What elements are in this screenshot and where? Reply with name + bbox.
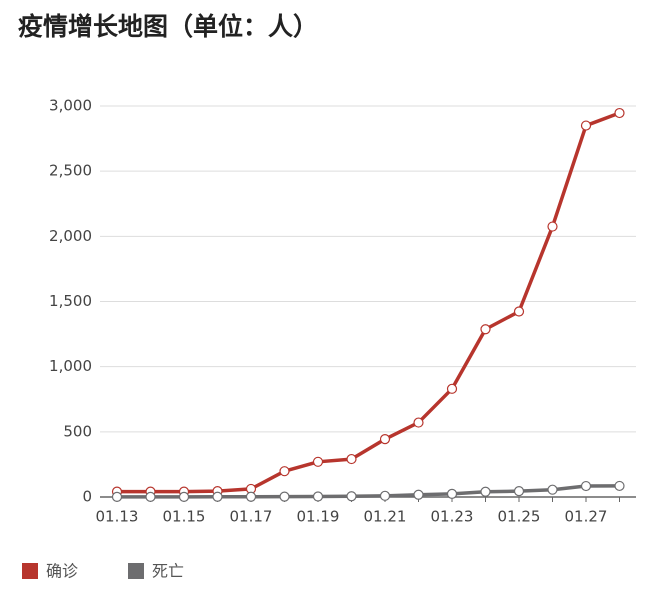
point <box>614 107 625 119</box>
point <box>279 466 290 477</box>
y-tick-label: 2,000 <box>49 227 92 245</box>
point <box>346 491 357 502</box>
point <box>513 486 525 497</box>
point <box>279 491 290 502</box>
point <box>245 491 257 502</box>
point <box>145 491 156 502</box>
point <box>547 484 558 495</box>
point <box>547 221 558 232</box>
point <box>580 480 592 492</box>
point <box>379 490 391 501</box>
point <box>413 417 424 428</box>
x-tick-label: 01.21 <box>364 508 407 526</box>
point <box>446 488 458 499</box>
point <box>312 456 324 467</box>
point <box>312 491 324 502</box>
point <box>346 453 357 465</box>
legend-swatch <box>22 563 38 579</box>
point <box>212 491 223 502</box>
point <box>614 480 625 492</box>
legend-label: 死亡 <box>152 562 184 581</box>
y-tick-label: 3,000 <box>49 97 92 115</box>
y-tick-label: 500 <box>63 422 92 440</box>
point <box>413 489 424 500</box>
x-tick-label: 01.13 <box>96 508 139 526</box>
legend-swatch <box>128 563 144 579</box>
y-tick-label: 1,500 <box>49 292 92 310</box>
series-line <box>117 484 620 499</box>
point <box>446 383 458 394</box>
y-tick-label: 0 <box>82 488 92 506</box>
point <box>480 324 491 335</box>
point <box>480 486 491 497</box>
point <box>111 491 123 502</box>
x-tick-label: 01.23 <box>431 508 474 526</box>
point <box>580 120 592 131</box>
x-tick-label: 01.15 <box>163 508 206 526</box>
chart-title: 疫情增长地图（单位：人） <box>18 12 318 41</box>
legend-label: 确诊 <box>46 562 78 581</box>
point <box>379 434 391 445</box>
point <box>178 491 190 502</box>
x-tick-label: 01.27 <box>565 508 608 526</box>
y-tick-label: 1,000 <box>49 357 92 375</box>
series-line <box>117 111 621 494</box>
point <box>513 306 525 317</box>
y-tick-label: 2,500 <box>49 162 92 180</box>
x-tick-label: 01.25 <box>498 508 541 526</box>
x-tick-label: 01.19 <box>297 508 340 526</box>
x-tick-label: 01.17 <box>230 508 273 526</box>
